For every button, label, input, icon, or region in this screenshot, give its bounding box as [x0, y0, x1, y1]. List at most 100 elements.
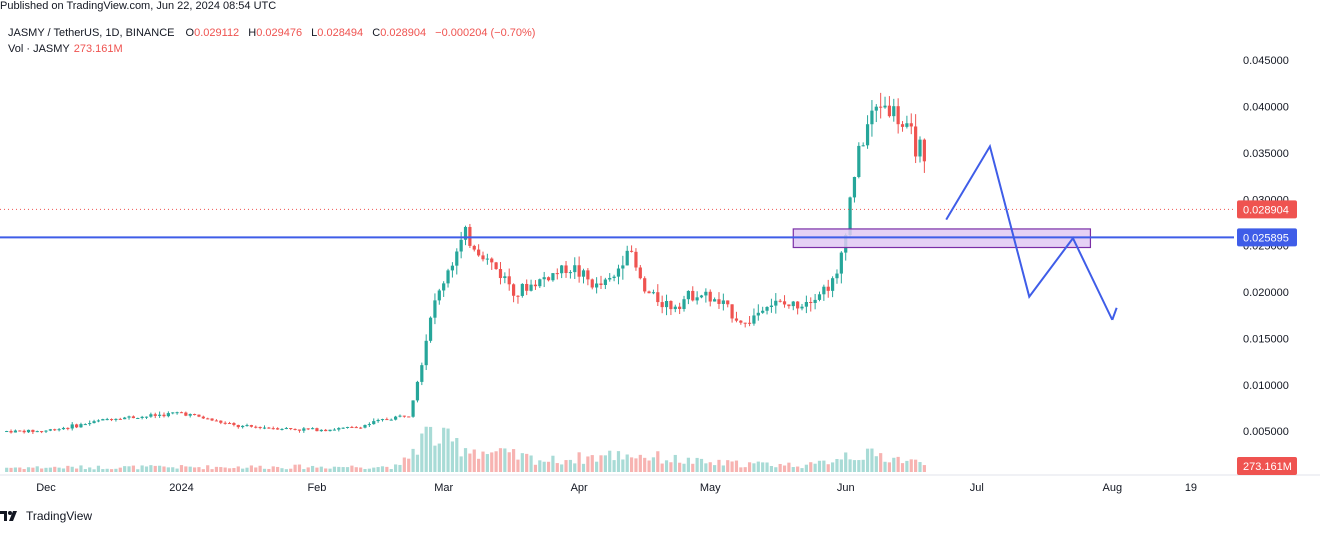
candle-body [599, 283, 603, 286]
volume-bar [254, 467, 258, 472]
volume-bar [210, 469, 214, 472]
volume-bar [324, 468, 328, 472]
volume-bar [341, 467, 345, 472]
volume-bar [634, 458, 638, 472]
candle-body [101, 419, 105, 421]
candle-body [520, 283, 524, 296]
candle-body [376, 419, 380, 422]
volume-bar [48, 467, 52, 472]
candle-body [31, 429, 35, 432]
symbol-label[interactable]: JASMY / TetherUS, 1D, BINANCE [8, 27, 175, 39]
volume-bar [437, 443, 441, 472]
candle-body [136, 417, 140, 419]
candle-body [477, 249, 481, 256]
price-tick-label: 0.015000 [1243, 333, 1289, 345]
volume-bar [79, 465, 83, 472]
candle-body [507, 276, 511, 285]
candle-body [337, 428, 341, 430]
volume-bar [756, 461, 760, 472]
volume-bar [608, 450, 612, 472]
volume-label[interactable]: Vol · JASMY [8, 43, 70, 55]
candle-body [192, 414, 197, 416]
candle-body [647, 291, 651, 294]
volume-bar [765, 462, 769, 472]
volume-bar [9, 467, 13, 472]
volume-bar [153, 465, 157, 472]
volume-bar [101, 469, 105, 472]
time-tick-label: Dec [36, 482, 56, 494]
volume-bar [166, 467, 170, 472]
volume-bar [844, 452, 848, 472]
candle-body [511, 284, 516, 296]
price-tick-label: 0.005000 [1243, 426, 1289, 438]
candle-body [516, 295, 520, 297]
candle-body [678, 306, 682, 309]
volume-bar [415, 454, 420, 472]
volume-bar [813, 463, 817, 472]
volume-bar [131, 465, 135, 472]
volume-bar [778, 463, 782, 472]
volume-bar [192, 467, 197, 472]
price-tick-label: 0.045000 [1243, 55, 1289, 67]
candle-body [734, 318, 739, 321]
volume-bar [804, 464, 808, 472]
volume-bar [105, 468, 109, 472]
candle-body [236, 424, 240, 428]
price-axis[interactable]: 0.0450000.0400000.0350000.0300000.025000… [1237, 55, 1297, 475]
volume-bar [245, 467, 249, 472]
volume-bar [394, 464, 398, 472]
volume-bar [879, 453, 883, 472]
candle-body [809, 301, 813, 303]
volume-bar [411, 448, 415, 472]
volume-row: Vol · JASMY 273.161M [8, 41, 541, 57]
volume-bar [241, 468, 245, 472]
candle-body [276, 428, 280, 430]
volume-bar [752, 463, 756, 472]
candle-body [57, 429, 61, 431]
tradingview-brand[interactable]: TradingView [0, 509, 92, 523]
time-tick-label: Mar [434, 482, 453, 494]
volume-bar [560, 464, 564, 472]
volume-bar [629, 457, 634, 472]
candle-body [324, 429, 328, 432]
volume-bar [468, 453, 472, 472]
volume-bar [905, 460, 909, 472]
volume-bar [74, 468, 79, 472]
volume-bar [5, 467, 9, 472]
volume-bar [551, 455, 555, 472]
volume-bar [651, 457, 656, 472]
volume-bar [232, 467, 236, 472]
volume-bar [398, 464, 402, 472]
volume-bar [673, 454, 677, 472]
volume-bar [678, 462, 682, 472]
volume-bar [328, 468, 332, 472]
drawings[interactable] [0, 143, 1234, 321]
candle-body [284, 428, 288, 430]
candle-body [9, 431, 13, 433]
volume-bar [896, 456, 900, 472]
volume-bar [171, 467, 175, 472]
candle-body [612, 276, 616, 278]
candle-body [201, 416, 205, 419]
volume-bar [857, 460, 861, 472]
close-label: C [372, 27, 381, 39]
change-value: −0.000204 (−0.70%) [435, 27, 536, 39]
candle-body [197, 414, 201, 417]
time-tick-label: May [700, 482, 721, 494]
volume-bar [481, 451, 485, 472]
candle-body [629, 250, 634, 252]
time-tick-label: Jun [837, 482, 855, 494]
candle-body [555, 273, 559, 275]
volume-bar [123, 466, 127, 472]
candle-body [385, 419, 389, 421]
candle-body [730, 304, 734, 319]
candle-body [258, 426, 262, 429]
time-axis[interactable]: Dec 2024 Feb Mar Apr May Jun Jul Aug 19 [36, 482, 1197, 494]
candle-body [53, 429, 57, 431]
candle-body [123, 417, 127, 420]
volume-bar [372, 467, 376, 472]
candle-body [363, 425, 367, 428]
volume-bar [306, 467, 310, 472]
volume-bar [424, 426, 428, 472]
